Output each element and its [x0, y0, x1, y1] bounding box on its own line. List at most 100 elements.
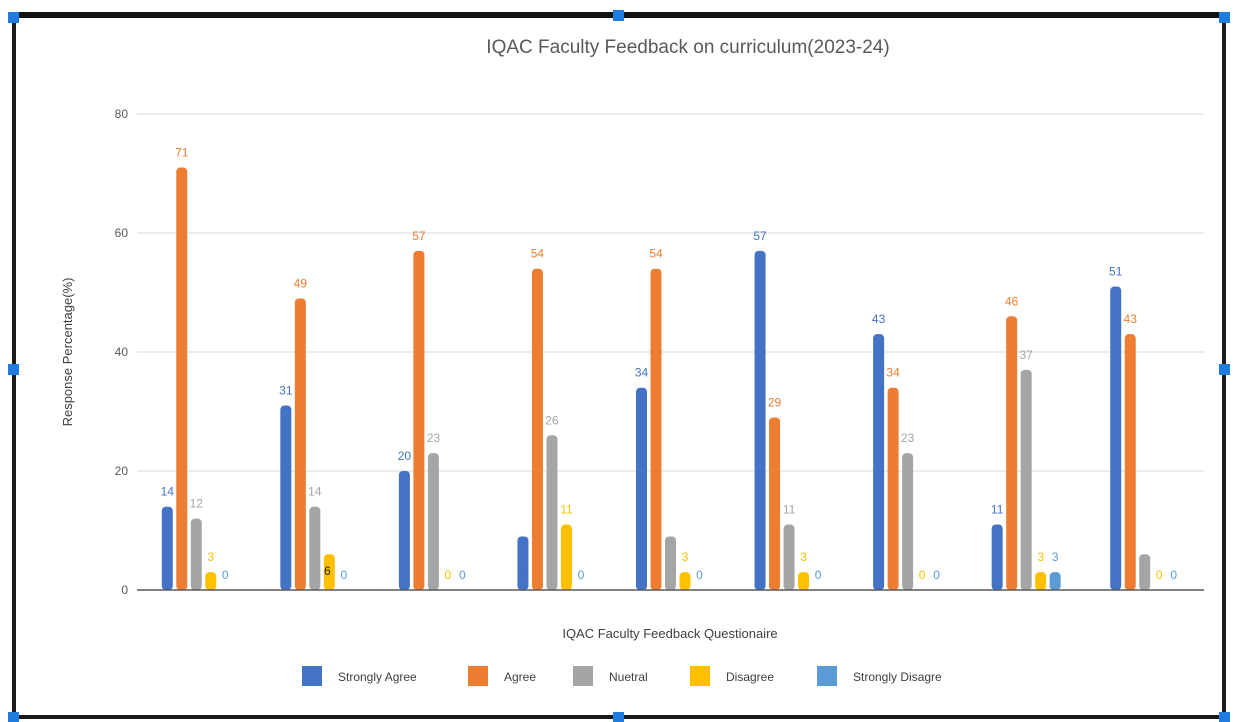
legend: Strongly Agree Agree Nuetral Disagree Strong…	[302, 666, 942, 686]
legend-item: Agree	[468, 666, 536, 686]
bar	[636, 387, 647, 590]
bar	[205, 572, 217, 590]
data-label: 3	[1037, 550, 1044, 564]
data-label: 34	[886, 366, 900, 380]
data-label: 3	[682, 550, 689, 564]
y-tick-label: 60	[115, 226, 129, 240]
y-axis-title: Response Percentage(%)	[60, 278, 75, 427]
resize-handle-top-right[interactable]	[1219, 12, 1230, 23]
data-label: 43	[1124, 312, 1138, 326]
data-label: 31	[279, 384, 293, 398]
data-label: 29	[768, 395, 782, 409]
data-label: 51	[1109, 265, 1123, 279]
legend-label: Agree	[504, 670, 536, 684]
data-label: 20	[398, 449, 412, 463]
data-label: 49	[294, 276, 308, 290]
data-label: 3	[207, 550, 214, 564]
data-label: 46	[1005, 294, 1019, 308]
legend-item: Disagree	[690, 666, 774, 686]
bar	[427, 453, 439, 590]
data-label: 14	[308, 485, 322, 499]
data-label: 6	[324, 564, 331, 578]
data-label: 43	[872, 312, 886, 326]
bar	[190, 518, 202, 590]
legend-swatch	[302, 666, 322, 686]
data-label: 71	[175, 146, 189, 160]
data-label: 0	[919, 568, 926, 582]
bar	[398, 471, 410, 590]
selection-frame	[12, 13, 1226, 719]
data-label: 57	[412, 229, 426, 243]
bar	[769, 417, 781, 590]
data-label: 23	[427, 431, 441, 445]
chart-title: IQAC Faculty Feedback on curriculum(2023…	[486, 37, 889, 58]
legend-label: Disagree	[726, 670, 774, 684]
data-label: 0	[340, 568, 347, 582]
data-label: 9	[667, 563, 674, 577]
data-label: 0	[1156, 568, 1163, 582]
legend-item: Strongly Agree	[302, 666, 417, 686]
data-label: 11	[991, 503, 1004, 517]
resize-handle-bottom-right[interactable]	[1219, 712, 1230, 722]
resize-handle-bottom-left[interactable]	[8, 712, 19, 722]
bar	[517, 536, 529, 590]
legend-swatch	[690, 666, 710, 686]
bar	[1035, 572, 1047, 590]
data-label: 0	[445, 568, 452, 582]
legend-swatch	[817, 666, 837, 686]
bar	[280, 405, 292, 590]
legend-swatch	[468, 666, 488, 686]
bar	[1006, 316, 1018, 590]
legend-label: Strongly Disagre	[853, 670, 942, 684]
data-label: 0	[222, 568, 229, 582]
bar	[546, 435, 558, 590]
bar	[323, 554, 335, 590]
legend-item: Nuetral	[573, 666, 648, 686]
y-tick-label: 80	[115, 107, 129, 121]
data-label: 0	[1170, 568, 1177, 582]
bar	[176, 167, 188, 591]
data-label: 57	[753, 229, 767, 243]
bar	[873, 334, 885, 590]
resize-handle-top[interactable]	[613, 10, 624, 21]
bar	[754, 250, 766, 590]
bar	[902, 453, 914, 590]
data-label: 0	[459, 568, 466, 582]
bar	[1139, 554, 1151, 590]
data-label: 54	[649, 247, 663, 261]
data-label: 3	[1052, 550, 1059, 564]
bars	[161, 167, 1151, 591]
bar	[665, 536, 676, 590]
data-label: 9	[520, 563, 527, 577]
resize-handle-top-left[interactable]	[8, 12, 19, 23]
bar	[798, 572, 810, 590]
bar	[1110, 286, 1122, 590]
data-label: 26	[545, 413, 559, 427]
data-label: 0	[578, 568, 585, 582]
bar	[650, 268, 662, 590]
y-tick-label: 20	[115, 464, 129, 478]
bar	[991, 524, 1003, 590]
x-axis-title: IQAC Faculty Feedback Questionaire	[562, 626, 777, 641]
bar	[531, 268, 543, 590]
bar	[1020, 369, 1032, 590]
data-label: 34	[635, 366, 649, 380]
bar	[309, 506, 321, 590]
resize-handle-right[interactable]	[1219, 364, 1230, 375]
data-label: 14	[161, 485, 175, 499]
data-label: 6	[1141, 563, 1148, 577]
data-label: 3	[800, 550, 807, 564]
legend-label: Strongly Agree	[338, 670, 417, 684]
bar	[1124, 334, 1136, 590]
bar	[783, 524, 795, 590]
data-label: 0	[696, 568, 703, 582]
bar	[560, 524, 572, 590]
legend-label: Nuetral	[609, 670, 648, 684]
bar	[161, 506, 173, 590]
data-label: 54	[531, 247, 545, 261]
resize-handle-bottom[interactable]	[613, 712, 624, 722]
resize-handle-left[interactable]	[8, 364, 19, 375]
